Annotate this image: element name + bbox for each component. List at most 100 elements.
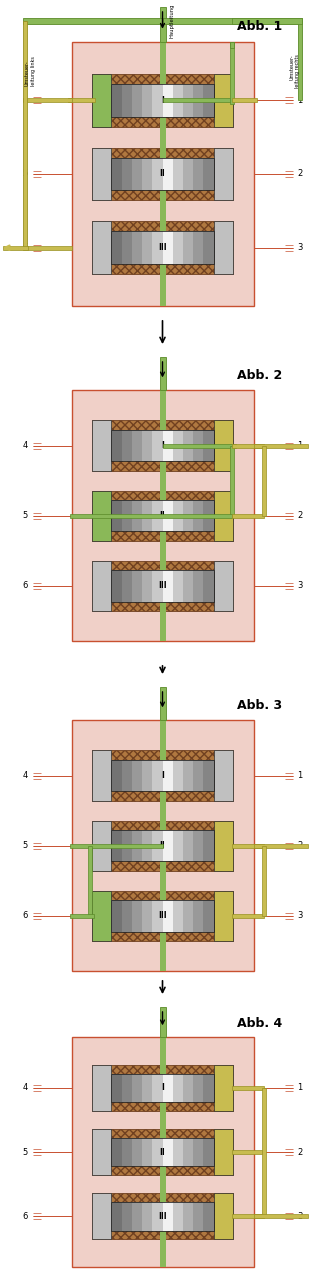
Text: Abb. 1: Abb. 1 (237, 21, 283, 33)
Bar (203, 232, 214, 264)
Bar (160, 721, 165, 972)
Bar (193, 901, 203, 932)
Bar (111, 84, 122, 117)
Bar (92, 73, 233, 126)
Bar (132, 830, 142, 861)
Bar (132, 157, 142, 190)
Bar (152, 84, 162, 117)
Bar (111, 761, 214, 792)
Text: 3: 3 (297, 582, 303, 591)
Bar (183, 761, 193, 792)
Bar (122, 84, 132, 117)
Bar (214, 750, 233, 801)
Bar (142, 157, 152, 190)
Bar (183, 232, 193, 264)
Bar (92, 1064, 233, 1111)
Bar (111, 570, 214, 601)
Bar (152, 570, 162, 601)
Bar (162, 98, 232, 102)
Bar (111, 84, 214, 117)
Bar (72, 1037, 254, 1266)
Bar (92, 821, 233, 871)
Bar (173, 830, 183, 861)
Bar (142, 830, 152, 861)
Bar (193, 501, 203, 532)
Bar (254, 844, 307, 848)
Bar (72, 42, 254, 306)
Bar (70, 514, 232, 517)
Text: III: III (158, 1212, 167, 1221)
Bar (3, 246, 28, 250)
Bar (92, 490, 233, 541)
Bar (111, 1138, 122, 1166)
Bar (160, 390, 165, 641)
Text: 3: 3 (297, 1212, 303, 1221)
Bar (88, 846, 92, 916)
Text: 4: 4 (22, 1084, 28, 1093)
Bar (122, 901, 132, 932)
Bar (230, 42, 234, 48)
Bar (72, 721, 254, 972)
Bar (160, 1037, 165, 1266)
Bar (23, 18, 162, 23)
Bar (111, 1202, 214, 1230)
Bar (162, 901, 173, 932)
Bar (92, 750, 233, 801)
Text: Abb. 3: Abb. 3 (238, 699, 282, 712)
Text: 5: 5 (22, 842, 28, 851)
Bar (183, 501, 193, 532)
Bar (160, 721, 165, 972)
Bar (232, 444, 264, 448)
Bar (132, 430, 142, 461)
Text: III: III (158, 911, 167, 920)
Bar (92, 421, 111, 471)
Bar (162, 570, 173, 601)
Text: Abb. 2: Abb. 2 (237, 369, 283, 382)
Bar (92, 561, 233, 611)
Bar (183, 901, 193, 932)
Bar (232, 914, 264, 918)
Bar (173, 501, 183, 532)
Bar (193, 570, 203, 601)
Text: 1: 1 (297, 441, 303, 450)
Bar (132, 84, 142, 117)
Bar (203, 901, 214, 932)
Bar (162, 1202, 173, 1230)
Text: 1: 1 (297, 95, 303, 104)
Bar (111, 501, 214, 532)
Bar (162, 444, 236, 448)
Bar (92, 1193, 111, 1239)
Bar (214, 148, 233, 201)
Text: III: III (158, 582, 167, 591)
Bar (160, 42, 165, 306)
Bar (70, 844, 162, 848)
Bar (152, 1138, 162, 1166)
Bar (111, 232, 214, 264)
Bar (193, 1202, 203, 1230)
Text: 4: 4 (22, 771, 28, 780)
Bar (92, 73, 111, 126)
Bar (142, 430, 152, 461)
Text: Umsteuer-
leitung links: Umsteuer- leitung links (25, 57, 35, 86)
Bar (23, 21, 27, 247)
Bar (142, 501, 152, 532)
Bar (122, 1138, 132, 1166)
Bar (162, 157, 173, 190)
Bar (193, 1073, 203, 1102)
Text: 2: 2 (297, 842, 303, 851)
Bar (173, 570, 183, 601)
Text: II: II (160, 1148, 165, 1157)
Bar (92, 891, 233, 941)
Bar (183, 430, 193, 461)
Bar (111, 157, 214, 190)
Text: Umsteuer-
leitung rechts: Umsteuer- leitung rechts (290, 54, 300, 88)
Bar (111, 430, 214, 461)
Bar (111, 901, 122, 932)
Bar (214, 821, 233, 871)
Bar (92, 821, 111, 871)
Bar (142, 1073, 152, 1102)
Text: 3: 3 (297, 911, 303, 920)
Bar (173, 84, 183, 117)
Bar (122, 1073, 132, 1102)
Text: 5: 5 (22, 170, 28, 179)
